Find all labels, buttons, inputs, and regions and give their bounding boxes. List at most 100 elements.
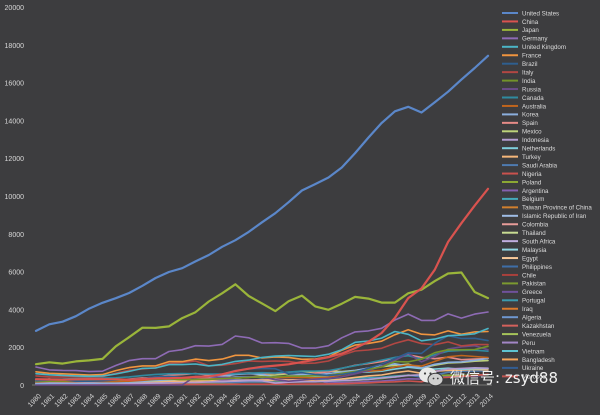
legend-label: Italy — [522, 69, 534, 76]
legend-label: United States — [522, 10, 559, 17]
legend-label: Korea — [522, 112, 539, 119]
x-tick-label: 1983 — [67, 393, 83, 409]
x-tick-label: 1986 — [107, 393, 123, 409]
x-tick-label: 2009 — [412, 393, 428, 409]
x-tick-label: 1985 — [93, 393, 109, 409]
x-tick-label: 1994 — [213, 393, 229, 409]
legend-label: Canada — [522, 95, 544, 102]
legend-label: Kazakhstan — [522, 323, 555, 330]
x-tick-label: 1998 — [266, 393, 282, 409]
y-tick-label: 8000 — [8, 232, 24, 239]
legend-label: Belgium — [522, 196, 544, 203]
x-tick-label: 2007 — [386, 393, 402, 409]
legend-label: Ukraine — [522, 365, 544, 372]
x-tick-label: 2011 — [439, 393, 455, 409]
legend-label: Greece — [522, 289, 543, 296]
x-tick-label: 2002 — [319, 393, 335, 409]
y-tick-label: 14000 — [5, 118, 25, 125]
legend-label: Poland — [522, 179, 542, 186]
x-tick-label: 2010 — [426, 393, 442, 409]
legend-label: Portugal — [522, 298, 545, 305]
x-tick-label: 1984 — [80, 393, 96, 409]
legend-label: Iraq — [522, 306, 533, 313]
series-line-china — [34, 187, 490, 381]
x-tick-label: 1980 — [27, 393, 43, 409]
y-tick-label: 12000 — [5, 156, 25, 163]
legend-label: Philippines — [522, 264, 552, 271]
x-tick-label: 1999 — [280, 393, 296, 409]
x-tick-label: 2013 — [466, 393, 482, 409]
x-tick-label: 1982 — [54, 393, 70, 409]
y-tick-label: 18000 — [5, 43, 25, 50]
legend-label: Australia — [522, 103, 547, 110]
legend-label: Turkey — [522, 154, 542, 161]
legend-label: Taiwan Province of China — [522, 205, 592, 212]
legend-label: Russia — [522, 86, 541, 93]
legend-label: Islamic Republic of Iran — [522, 213, 587, 220]
y-tick-label: 4000 — [8, 307, 24, 314]
legend-label: Argentina — [522, 188, 549, 195]
y-tick-label: 10000 — [5, 194, 25, 201]
legend-label: Colombia — [522, 222, 549, 229]
legend-label: Saudi Arabia — [522, 162, 558, 169]
x-tick-label: 2012 — [452, 393, 468, 409]
legend-label: Spain — [522, 120, 538, 127]
legend-label: France — [522, 53, 542, 60]
legend-label: Indonesia — [522, 137, 549, 144]
x-tick-label: 2014 — [479, 393, 495, 409]
series-line-united-kingdom — [35, 327, 489, 378]
legend-label: China — [522, 19, 539, 26]
legend-label: Chile — [522, 272, 537, 279]
legend-label: United Kingdom — [522, 44, 566, 51]
series-line-korea — [35, 357, 489, 385]
x-tick-label: 1988 — [133, 393, 149, 409]
x-tick-label: 1997 — [253, 393, 269, 409]
wechat-icon — [418, 366, 444, 388]
x-tick-label: 1992 — [186, 393, 202, 409]
legend-label: Bangladesh — [522, 357, 555, 364]
x-tick-label: 1993 — [200, 393, 216, 409]
legend-label: Netherlands — [522, 146, 555, 153]
x-tick-label: 1989 — [147, 393, 163, 409]
x-tick-label: 2000 — [293, 393, 309, 409]
legend-label: Malaysia — [522, 247, 547, 254]
y-tick-label: 20000 — [5, 5, 25, 12]
legend-label: Thailand — [522, 230, 546, 237]
x-tick-label: 2004 — [346, 393, 362, 409]
x-tick-label: 1987 — [120, 393, 136, 409]
legend-label: Egypt — [522, 255, 538, 262]
legend-label: Germany — [522, 36, 548, 43]
x-tick-label: 1981 — [40, 393, 56, 409]
legend-label: Nigeria — [522, 171, 542, 178]
y-tick-label: 0 — [20, 383, 24, 390]
y-tick-label: 6000 — [8, 270, 24, 277]
legend-label: Morocco — [522, 374, 546, 381]
x-tick-label: 1991 — [173, 393, 189, 409]
series-line-united-states — [34, 54, 490, 332]
legend-label: Peru — [522, 340, 536, 347]
watermark-text: 微信号: zsyd88 — [450, 368, 558, 387]
watermark: 微信号: zsyd88 — [418, 366, 558, 388]
x-tick-label: 2006 — [373, 393, 389, 409]
legend-label: India — [522, 78, 536, 85]
y-tick-label: 2000 — [8, 345, 24, 352]
x-tick-label: 1995 — [226, 393, 242, 409]
x-tick-label: 2008 — [399, 393, 415, 409]
x-tick-label: 2003 — [333, 393, 349, 409]
legend-label: Vietnam — [522, 348, 545, 355]
series-line-germany — [35, 311, 489, 373]
x-tick-label: 1990 — [160, 393, 176, 409]
x-tick-label: 2005 — [359, 393, 375, 409]
x-tick-label: 1996 — [240, 393, 256, 409]
y-tick-label: 16000 — [5, 81, 25, 88]
legend-label: Japan — [522, 27, 539, 34]
series-line-japan — [34, 271, 490, 366]
x-tick-label: 2001 — [306, 393, 322, 409]
legend-label: South Africa — [522, 238, 556, 245]
legend-label: Venezuela — [522, 331, 551, 338]
legend-label: Brazil — [522, 61, 537, 68]
legend-label: Pakistan — [522, 281, 546, 288]
legend-label: Mexico — [522, 129, 542, 136]
